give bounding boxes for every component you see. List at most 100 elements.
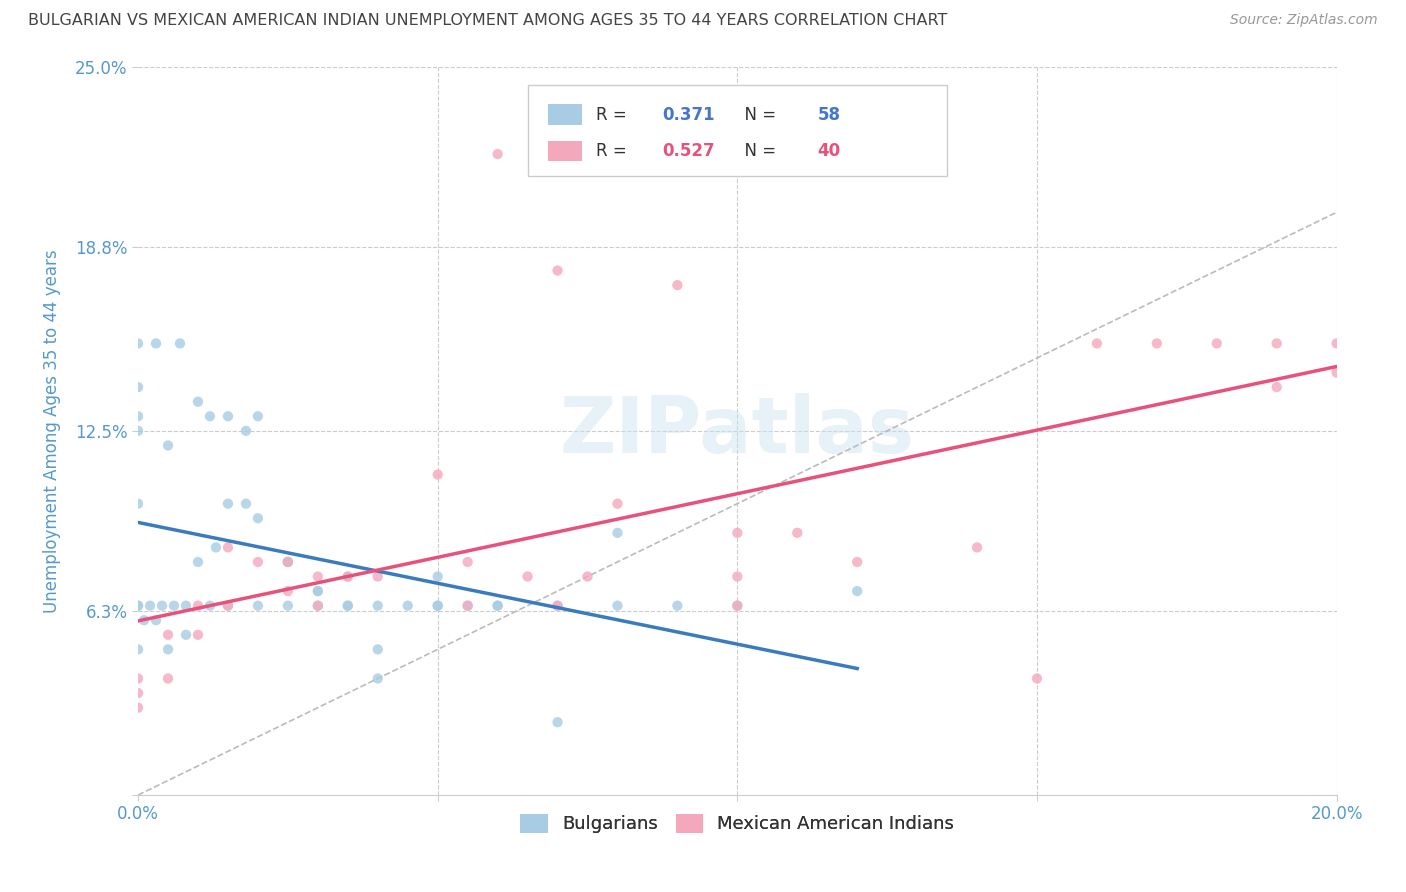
Point xyxy=(1326,366,1348,380)
Point xyxy=(217,409,239,424)
Point xyxy=(1265,380,1288,394)
Point xyxy=(277,555,299,569)
Point xyxy=(145,336,167,351)
Point xyxy=(174,599,197,613)
FancyBboxPatch shape xyxy=(548,141,582,161)
Point xyxy=(198,599,221,613)
Point xyxy=(217,497,239,511)
Point xyxy=(187,628,209,642)
Point xyxy=(426,569,449,583)
Text: Source: ZipAtlas.com: Source: ZipAtlas.com xyxy=(1230,13,1378,28)
Text: 58: 58 xyxy=(818,105,841,124)
Point xyxy=(725,599,748,613)
Point xyxy=(1026,672,1049,686)
Point xyxy=(217,599,239,613)
Point xyxy=(846,584,869,599)
Point xyxy=(307,599,329,613)
Point xyxy=(187,394,209,409)
Point xyxy=(156,438,179,452)
Point xyxy=(139,599,162,613)
FancyBboxPatch shape xyxy=(527,85,948,176)
Point xyxy=(277,599,299,613)
Point xyxy=(145,613,167,627)
Point xyxy=(127,672,149,686)
Point xyxy=(666,278,689,293)
Text: 0.527: 0.527 xyxy=(662,142,714,160)
Point xyxy=(367,642,389,657)
Point xyxy=(725,569,748,583)
Point xyxy=(725,599,748,613)
Point xyxy=(336,599,359,613)
Point xyxy=(235,424,257,438)
Point xyxy=(547,263,569,277)
Point xyxy=(516,569,538,583)
Point xyxy=(426,599,449,613)
Point xyxy=(127,642,149,657)
Point xyxy=(666,599,689,613)
Point xyxy=(486,599,509,613)
Point xyxy=(127,686,149,700)
Point xyxy=(336,599,359,613)
Point xyxy=(457,599,479,613)
Point xyxy=(127,409,149,424)
Point xyxy=(156,672,179,686)
Point xyxy=(606,525,628,540)
Point xyxy=(846,555,869,569)
Y-axis label: Unemployment Among Ages 35 to 44 years: Unemployment Among Ages 35 to 44 years xyxy=(44,249,60,613)
Point xyxy=(127,424,149,438)
Text: 40: 40 xyxy=(818,142,841,160)
Point xyxy=(725,525,748,540)
Text: R =: R = xyxy=(596,142,631,160)
Point xyxy=(966,541,988,555)
Point xyxy=(156,642,179,657)
Point xyxy=(277,555,299,569)
Point xyxy=(127,497,149,511)
Point xyxy=(217,541,239,555)
Point xyxy=(606,497,628,511)
Point xyxy=(277,584,299,599)
Point xyxy=(1326,336,1348,351)
Point xyxy=(187,599,209,613)
Point xyxy=(235,497,257,511)
Text: BULGARIAN VS MEXICAN AMERICAN INDIAN UNEMPLOYMENT AMONG AGES 35 TO 44 YEARS CORR: BULGARIAN VS MEXICAN AMERICAN INDIAN UNE… xyxy=(28,13,948,29)
Point xyxy=(205,541,228,555)
Legend: Bulgarians, Mexican American Indians: Bulgarians, Mexican American Indians xyxy=(513,807,962,840)
Point xyxy=(150,599,173,613)
Point xyxy=(486,147,509,161)
Point xyxy=(246,599,269,613)
Point xyxy=(246,555,269,569)
Point xyxy=(1205,336,1227,351)
Point xyxy=(457,599,479,613)
Point xyxy=(127,599,149,613)
Point xyxy=(307,599,329,613)
Point xyxy=(576,569,599,583)
Point xyxy=(132,613,155,627)
Point xyxy=(307,584,329,599)
Point xyxy=(786,525,808,540)
Point xyxy=(127,336,149,351)
Text: R =: R = xyxy=(596,105,631,124)
Point xyxy=(457,555,479,569)
Point xyxy=(547,599,569,613)
Point xyxy=(307,584,329,599)
Point xyxy=(217,599,239,613)
Point xyxy=(127,599,149,613)
Point xyxy=(426,467,449,482)
Point xyxy=(198,409,221,424)
Point xyxy=(426,599,449,613)
Point xyxy=(367,599,389,613)
Text: 0.371: 0.371 xyxy=(662,105,714,124)
Text: N =: N = xyxy=(734,142,782,160)
Point xyxy=(336,569,359,583)
Point xyxy=(547,599,569,613)
Point xyxy=(246,409,269,424)
Point xyxy=(606,599,628,613)
Point xyxy=(156,628,179,642)
Point xyxy=(127,700,149,714)
Point xyxy=(127,380,149,394)
Point xyxy=(174,628,197,642)
Point xyxy=(396,599,419,613)
Point xyxy=(246,511,269,525)
Point xyxy=(169,336,191,351)
Point xyxy=(547,715,569,730)
